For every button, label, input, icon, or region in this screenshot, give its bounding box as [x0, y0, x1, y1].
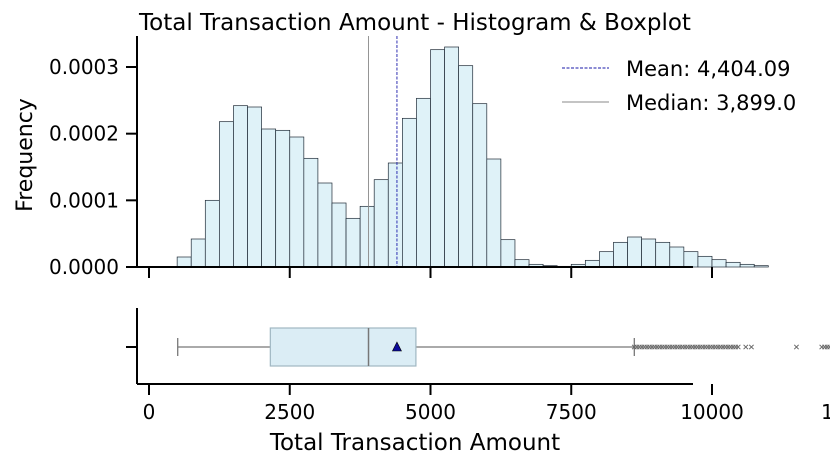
histogram-x-ticks	[148, 267, 713, 278]
histogram-bar	[190, 238, 206, 268]
histogram-bar	[711, 259, 727, 268]
histogram-bar	[331, 202, 347, 268]
histogram-bar	[289, 136, 305, 268]
histogram-bar	[345, 217, 361, 268]
histogram-bar	[486, 158, 502, 268]
histogram-bar	[514, 259, 530, 268]
outlier-point	[735, 344, 741, 350]
histogram-bar	[641, 238, 657, 268]
histogram-bar	[584, 259, 600, 268]
histogram-bar	[683, 251, 699, 268]
histogram-panel: 0.0000 0.0001 0.0002 0.0003 Frequency	[13, 36, 769, 279]
chart-title: Total Transaction Amount - Histogram & B…	[138, 10, 691, 36]
histogram-bar	[416, 97, 431, 268]
histogram-bar	[753, 265, 769, 268]
histogram-bars	[176, 46, 769, 268]
boxplot-x-ticks: 025005000750010000125001500017500	[143, 384, 830, 424]
y-tick-label: 0.0003	[49, 55, 119, 79]
histogram-bar	[430, 49, 445, 268]
histogram-bar	[739, 263, 755, 268]
iqr-box	[269, 327, 417, 367]
histogram-bar	[725, 261, 741, 268]
histogram-bar	[275, 129, 291, 268]
histogram-bar	[317, 182, 333, 268]
histogram-bar	[387, 162, 403, 268]
histogram-bar	[402, 117, 417, 268]
outlier-point	[819, 344, 825, 350]
x-axis-label: Total Transaction Amount	[269, 430, 560, 456]
x-tick-label: 2500	[264, 400, 315, 424]
histogram-y-ticks: 0.0000 0.0001 0.0002 0.0003	[49, 55, 137, 279]
histogram-bar	[458, 65, 474, 268]
histogram-bar	[233, 105, 248, 268]
histogram-bar	[359, 205, 375, 268]
histogram-bar	[444, 46, 460, 268]
histogram-bar	[261, 128, 277, 268]
x-tick-label: 7500	[546, 400, 597, 424]
y-tick-label: 0.0000	[49, 255, 119, 279]
histogram-bar	[303, 157, 319, 268]
histogram-bar	[219, 121, 234, 268]
histogram-bar	[697, 255, 713, 268]
histogram-bar	[373, 179, 389, 268]
mean-marker	[391, 341, 402, 352]
x-tick-label: 0	[143, 400, 156, 424]
legend: Mean: 4,404.09 Median: 3,899.0	[562, 57, 796, 115]
histogram-bar	[655, 241, 671, 268]
y-axis-label: Frequency	[13, 98, 38, 212]
histogram-bar	[613, 241, 628, 268]
histogram-bar	[669, 246, 685, 268]
histogram-bar	[627, 236, 642, 268]
histogram-bar	[204, 199, 220, 268]
y-tick-label: 0.0002	[49, 122, 119, 146]
y-tick-label: 0.0001	[49, 188, 119, 212]
boxplot	[177, 327, 830, 367]
outlier-point	[793, 344, 800, 350]
outlier-point	[748, 344, 754, 350]
legend-median-label: Median: 3,899.0	[626, 91, 796, 115]
histogram-bar	[599, 251, 614, 268]
outlier-point	[743, 344, 749, 350]
x-tick-label: 10000	[680, 400, 744, 424]
x-tick-label: 5000	[405, 400, 456, 424]
boxplot-panel: 025005000750010000125001500017500 Total …	[126, 308, 830, 456]
x-tick-label: 12500	[821, 400, 830, 424]
histogram-bar	[500, 239, 516, 268]
histogram-bar	[176, 256, 192, 268]
histogram-bar	[472, 103, 488, 268]
legend-mean-label: Mean: 4,404.09	[626, 57, 790, 81]
histogram-bar	[247, 106, 262, 268]
